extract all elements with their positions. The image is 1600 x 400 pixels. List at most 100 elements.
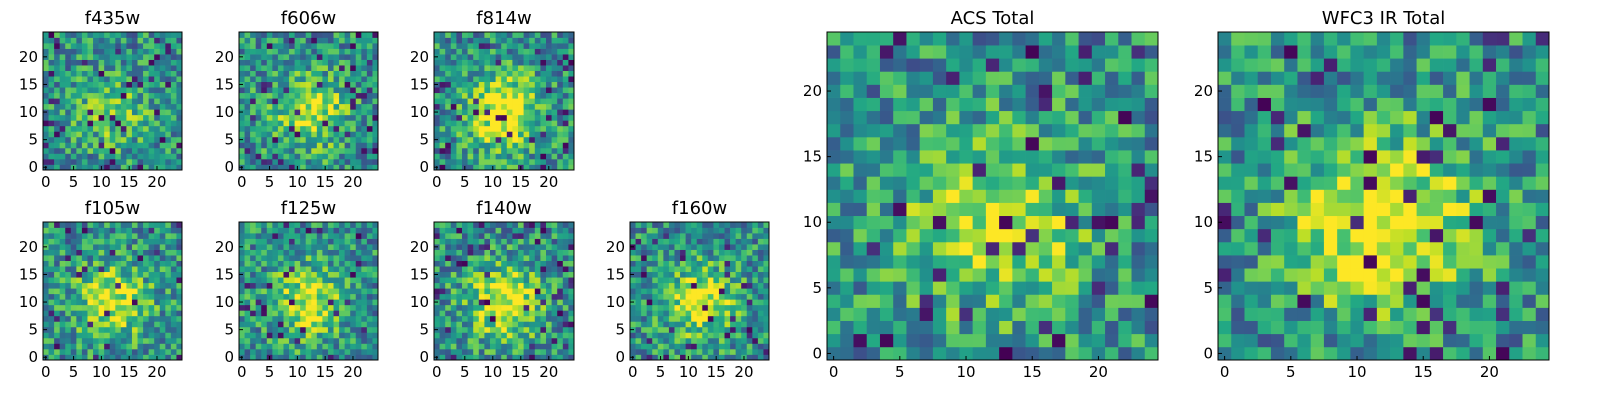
heatmap-cell (551, 238, 558, 245)
heatmap-cell (361, 136, 368, 143)
heatmap-cell (557, 131, 564, 138)
heatmap-cell (98, 142, 105, 149)
heatmap-cell (59, 277, 66, 284)
heatmap-cell (244, 233, 251, 239)
heatmap-cell (255, 92, 262, 99)
heatmap-cell (327, 233, 334, 239)
heatmap-cell (473, 271, 480, 278)
heatmap-cell (557, 260, 564, 267)
heatmap-cell (59, 332, 66, 339)
heatmap-cell (685, 299, 692, 306)
heatmap-cell (674, 277, 681, 284)
heatmap-cell (691, 255, 698, 261)
heatmap-cell (294, 109, 301, 116)
heatmap-cell (154, 315, 161, 322)
heatmap-cell (462, 98, 468, 105)
heatmap-cell (65, 293, 72, 300)
heatmap-cell (70, 54, 77, 60)
heatmap-cell (456, 158, 463, 165)
heatmap-cell (478, 227, 485, 234)
heatmap-cell (159, 147, 166, 154)
heatmap-cell (361, 158, 368, 165)
heatmap-cell (546, 337, 552, 344)
heatmap-cell (840, 320, 854, 335)
heatmap-cell (54, 288, 61, 295)
heatmap-cell (680, 222, 686, 228)
heatmap-cell (685, 310, 692, 317)
heatmap-cell (366, 136, 373, 143)
heatmap-cell (546, 81, 552, 88)
heatmap-cell (59, 337, 66, 344)
heatmap-cell (529, 266, 536, 273)
heatmap-cell (1118, 136, 1132, 151)
heatmap-cell (484, 37, 491, 44)
heatmap-cell (529, 125, 536, 132)
heatmap-cell (170, 70, 177, 77)
heatmap-cell (350, 255, 357, 261)
heatmap-cell (48, 125, 55, 132)
heatmap-cell (344, 48, 351, 55)
heatmap-cell (115, 299, 122, 306)
heatmap-cell (478, 76, 485, 83)
heatmap-cell (906, 150, 921, 164)
heatmap-cell (445, 136, 452, 143)
heatmap-cell (322, 343, 329, 350)
heatmap-cell (501, 332, 508, 339)
heatmap-cell (65, 136, 72, 143)
heatmap-cell (148, 348, 155, 355)
heatmap-cell (439, 288, 446, 295)
heatmap-cell (691, 227, 698, 234)
heatmap-cell (1065, 268, 1079, 282)
heatmap-cell (250, 337, 257, 344)
heatmap-cell (366, 266, 373, 273)
heatmap-cell (250, 48, 257, 55)
heatmap-cell (652, 326, 659, 333)
heatmap-cell (741, 348, 748, 355)
heatmap-cell (148, 158, 155, 165)
heatmap-cell (557, 271, 564, 278)
heatmap-cell (1052, 294, 1066, 308)
heatmap-cell (959, 294, 973, 308)
heatmap-cell (713, 227, 720, 234)
heatmap-cell (300, 321, 307, 328)
heatmap-cell (879, 294, 894, 308)
heatmap-cell (680, 282, 686, 289)
heatmap-cell (43, 76, 49, 83)
heatmap-cell (523, 244, 530, 250)
heatmap-cell (255, 238, 262, 245)
heatmap-cell (126, 332, 133, 339)
heatmap-cell (467, 103, 474, 110)
heatmap-cell (827, 346, 841, 361)
heatmap-cell (484, 147, 491, 154)
heatmap-cell (239, 70, 245, 77)
heatmap-cell (239, 310, 245, 317)
heatmap-cell (506, 255, 513, 261)
heatmap-cell (713, 310, 720, 317)
heatmap-cell (473, 304, 480, 311)
heatmap-cell (501, 249, 508, 256)
heatmap-cell (757, 315, 764, 322)
heatmap-cell (154, 255, 161, 261)
heatmap-cell (467, 266, 474, 273)
heatmap-cell (523, 164, 530, 171)
heatmap-cell (239, 131, 245, 138)
heatmap-cell (59, 54, 66, 60)
heatmap-cell (261, 315, 268, 322)
heatmap-cell (344, 277, 351, 284)
heatmap-cell (81, 260, 88, 267)
heatmap-cell (518, 255, 524, 261)
heatmap-cell (512, 125, 519, 132)
heatmap-cell (261, 153, 268, 160)
heatmap-cell (866, 163, 881, 177)
heatmap-cell (120, 158, 127, 165)
heatmap-cell (59, 282, 66, 289)
panel-title: f814w (476, 8, 531, 29)
heatmap-cell (131, 227, 138, 234)
heatmap-cell (674, 233, 681, 239)
heatmap-cell (557, 158, 564, 165)
heatmap-cell (76, 98, 83, 105)
heatmap-cell (59, 153, 66, 160)
heatmap-cell (266, 233, 273, 239)
heatmap-cell (484, 321, 491, 328)
